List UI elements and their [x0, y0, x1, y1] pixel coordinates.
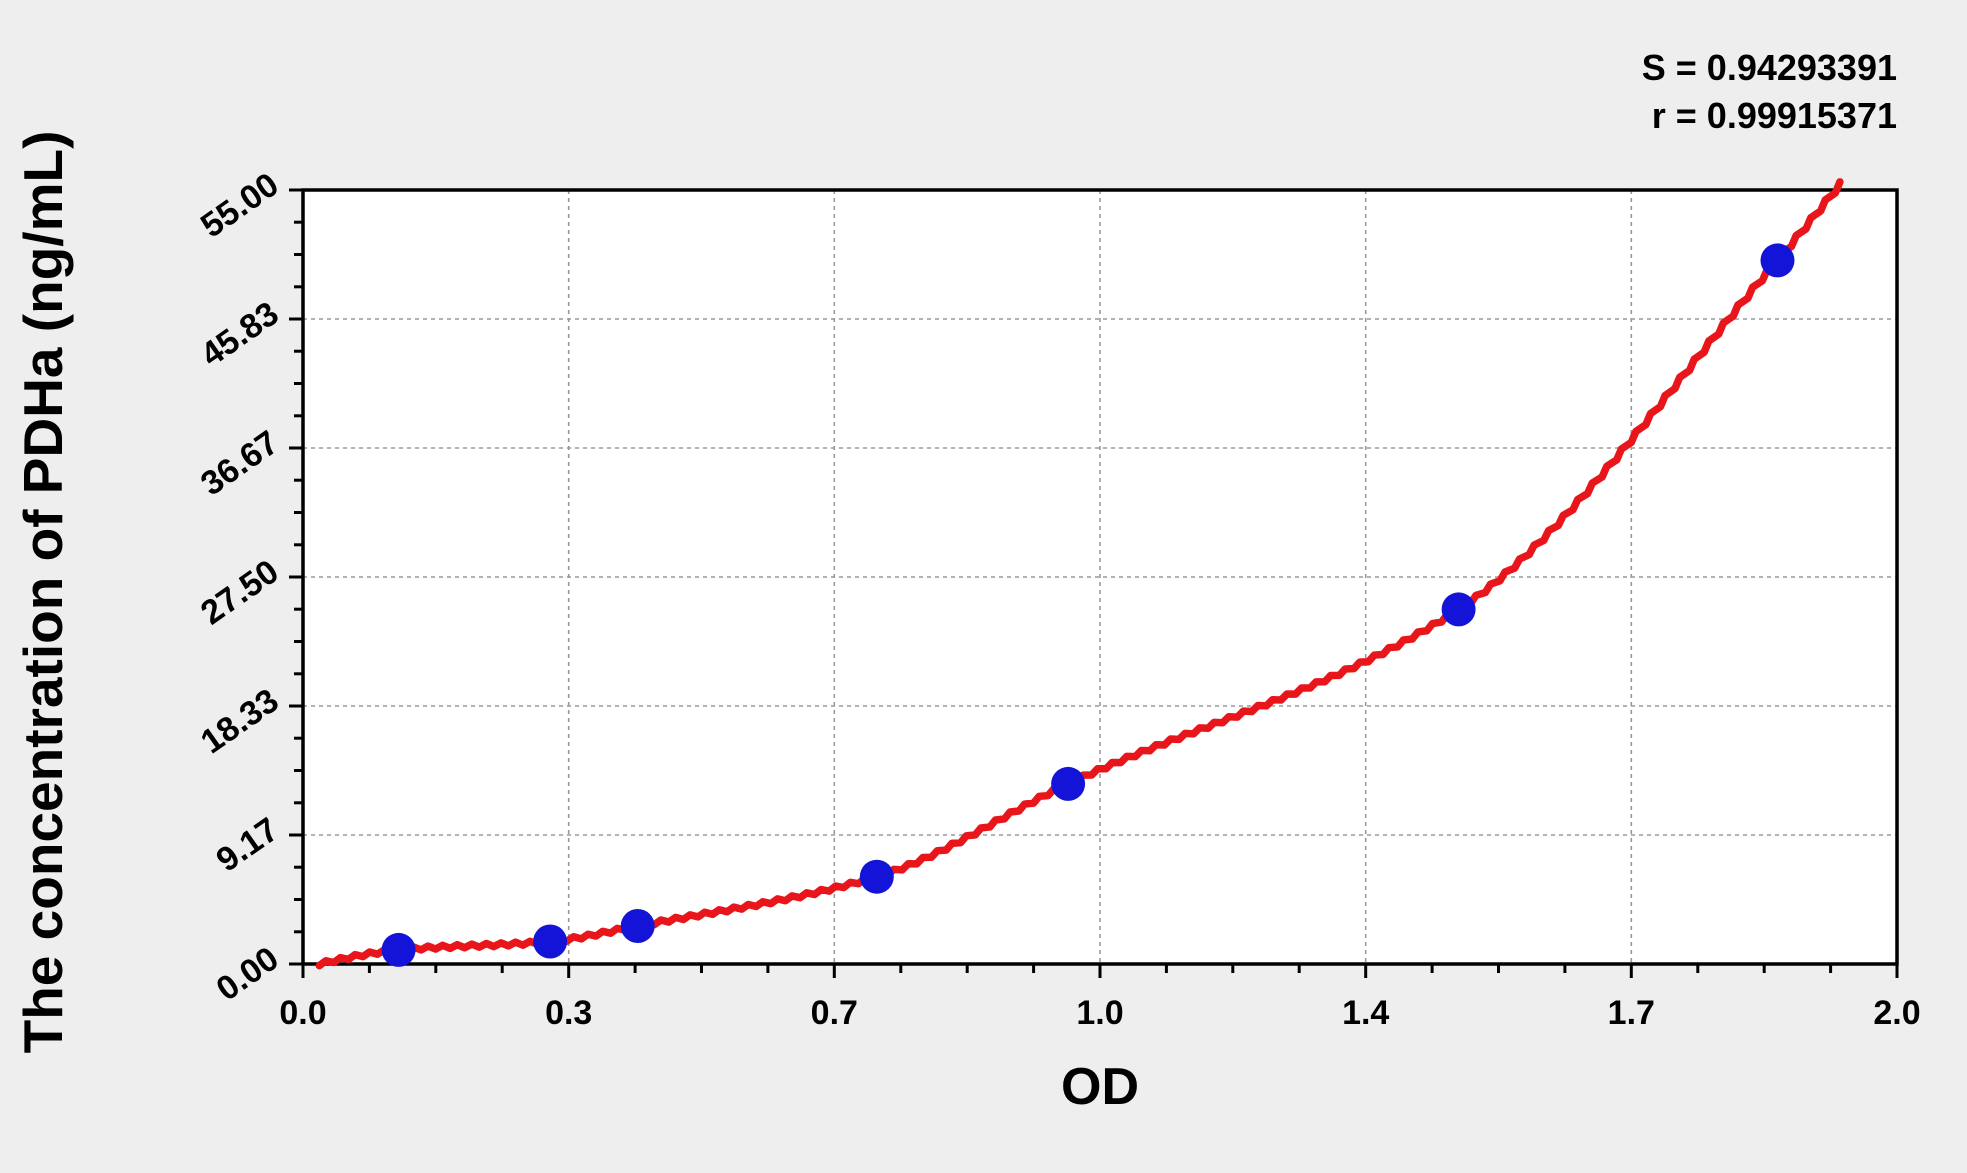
- svg-text:0.7: 0.7: [811, 994, 858, 1032]
- svg-text:2.0: 2.0: [1873, 994, 1920, 1032]
- svg-text:r = 0.99915371: r = 0.99915371: [1652, 95, 1897, 136]
- svg-text:0.0: 0.0: [279, 994, 326, 1032]
- svg-text:1.0: 1.0: [1076, 994, 1123, 1032]
- svg-text:OD: OD: [1061, 1058, 1139, 1116]
- svg-text:The concentration of PDHa (ng/: The concentration of PDHa (ng/mL): [12, 131, 74, 1054]
- svg-text:1.4: 1.4: [1342, 994, 1389, 1032]
- svg-text:1.7: 1.7: [1608, 994, 1655, 1032]
- svg-text:S = 0.94293391: S = 0.94293391: [1642, 47, 1897, 88]
- svg-text:0.3: 0.3: [545, 994, 592, 1032]
